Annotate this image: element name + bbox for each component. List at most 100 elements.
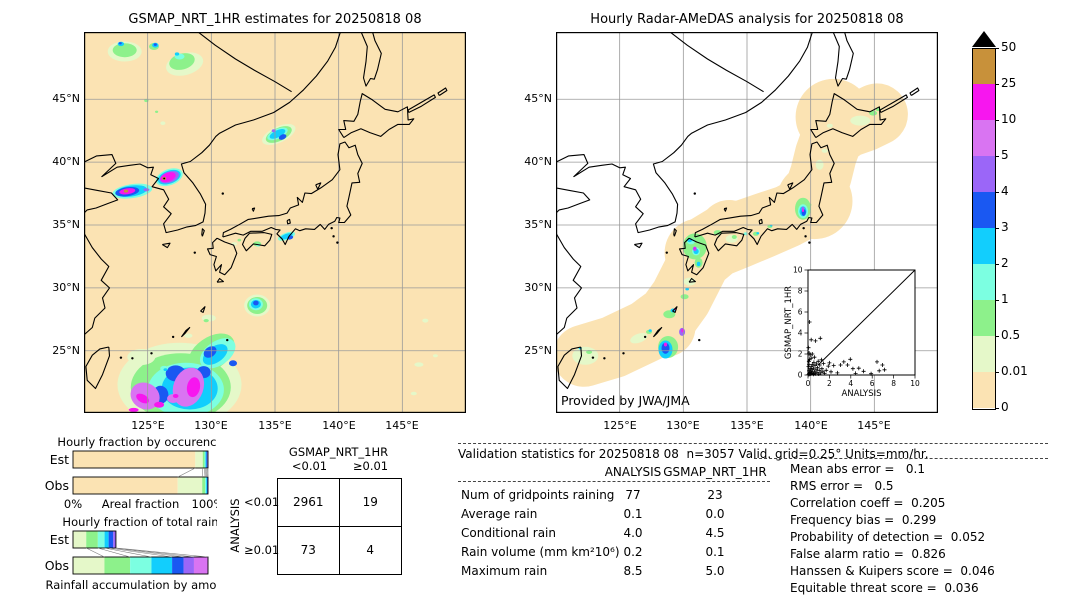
colorbar-tick-label: 25 xyxy=(1001,76,1017,90)
contingency-row-label: <0.01 xyxy=(244,495,280,509)
colorbar-tick xyxy=(995,335,999,337)
colorbar-tick xyxy=(995,263,999,265)
bar-row-label: Obs xyxy=(45,558,69,573)
lat-tick-label: 30°N xyxy=(524,281,552,294)
left-map-title: GSMAP_NRT_1HR estimates for 20250818 08 xyxy=(128,12,422,27)
colorbar-tick xyxy=(995,155,999,157)
divider xyxy=(458,443,1048,444)
contingency-cell: 4 xyxy=(366,543,375,558)
stat-value-gsmap: 0.1 xyxy=(705,545,725,559)
stat-value-analysis: 8.5 xyxy=(623,564,643,578)
stat-row-label: Maximum rain xyxy=(461,564,548,578)
colorbar-tick xyxy=(995,47,999,49)
stat-row-label: Conditional rain xyxy=(461,526,556,540)
contingency-cell: 2961 xyxy=(278,479,340,527)
bar-chart-title: Hourly fraction of total rain xyxy=(62,515,217,529)
precip-blobs xyxy=(572,107,881,365)
fraction-bar-charts: Hourly fraction by occurence Est Obs 0% Area… xyxy=(45,437,217,592)
right-map: Provided by JWA/JMA 00 2 2 4 4 6 6 8 8 10 10 ANALYSI… xyxy=(556,32,938,413)
svg-text:8: 8 xyxy=(891,379,896,388)
stat-row-label: Rain volume (mm km²10⁶) xyxy=(461,545,620,559)
lat-tick-label: 40°N xyxy=(52,155,80,168)
lat-tick-label: 35°N xyxy=(524,218,552,231)
lat-tick-label: 45°N xyxy=(52,92,80,105)
bar-row-label: Est xyxy=(50,452,69,467)
colorbar-tick-label: 0.01 xyxy=(1001,364,1028,378)
colorbar-tick-label: 3 xyxy=(1001,220,1009,234)
right-map-title: Hourly Radar-AMeDAS analysis for 2025081… xyxy=(590,12,904,27)
scatter-points xyxy=(806,320,887,377)
svg-text:10: 10 xyxy=(910,379,920,388)
stat-value-gsmap: 4.5 xyxy=(705,526,725,540)
colorbar-tick xyxy=(995,371,999,373)
lon-tick-label: 135°E xyxy=(730,419,764,432)
skill-score-line: RMS error = 0.5 xyxy=(790,479,894,493)
colorbar-tick-label: 4 xyxy=(1001,184,1009,198)
colorbar-tick xyxy=(995,83,999,85)
svg-text:0: 0 xyxy=(806,379,811,388)
contingency-col-label: <0.01 xyxy=(291,459,328,473)
coastlines xyxy=(556,32,920,390)
lon-tick-label: 130°E xyxy=(666,419,700,432)
colorbar-tick xyxy=(995,119,999,121)
colorbar-tick xyxy=(995,227,999,229)
left-map xyxy=(84,32,466,413)
scatter-inset: 00 2 2 4 4 6 6 8 8 10 10 ANALYSIS GSMAP_NRT_1HR xyxy=(784,266,920,399)
stat-value-analysis: 0.2 xyxy=(623,545,643,559)
skill-score-line: False alarm ratio = 0.826 xyxy=(790,547,946,561)
lat-tick-label: 40°N xyxy=(524,155,552,168)
svg-text:6: 6 xyxy=(798,308,803,317)
lon-tick-label: 145°E xyxy=(857,419,891,432)
contingency-row-group: ANALYSIS xyxy=(228,498,242,553)
column-header-gsmap: GSMAP_NRT_1HR xyxy=(663,465,767,479)
skill-score-line: Hanssen & Kuipers score = 0.046 xyxy=(790,564,995,578)
bar-chart-title: Hourly fraction by occurence xyxy=(57,437,217,449)
colorbar-tick-label: 10 xyxy=(1001,112,1017,126)
gridlines xyxy=(84,32,466,413)
lat-tick-label: 35°N xyxy=(52,218,80,231)
lon-tick-label: 145°E xyxy=(385,419,419,432)
colorbar-overflow-triangle xyxy=(972,31,996,47)
lat-tick-label: 45°N xyxy=(524,92,552,105)
lat-tick-label: 25°N xyxy=(52,344,80,357)
colorbar-frame xyxy=(972,48,996,410)
lat-tick-label: 25°N xyxy=(524,344,552,357)
map-frame xyxy=(84,32,466,413)
stat-value-analysis: 77 xyxy=(625,488,641,502)
lon-tick-label: 125°E xyxy=(131,419,165,432)
lon-tick-label: 135°E xyxy=(258,419,292,432)
colorbar-tick xyxy=(995,191,999,193)
skill-score-line: Correlation coeff = 0.205 xyxy=(790,496,946,510)
validation-title: Validation statistics for 20250818 08 n=… xyxy=(458,447,929,461)
provided-by-label: Provided by JWA/JMA xyxy=(561,393,690,408)
colorbar-tick-label: 2 xyxy=(1001,256,1009,270)
svg-text:2: 2 xyxy=(827,379,832,388)
lat-tick-label: 30°N xyxy=(52,281,80,294)
stat-value-gsmap: 23 xyxy=(707,488,723,502)
map-frame xyxy=(556,32,938,413)
contingency-row-label: ≥0.01 xyxy=(244,543,280,557)
stat-row-label: Num of gridpoints raining xyxy=(461,488,615,502)
stat-value-analysis: 4.0 xyxy=(623,526,643,540)
lon-tick-label: 140°E xyxy=(322,419,356,432)
stat-value-gsmap: 0.0 xyxy=(705,507,725,521)
lon-tick-label: 130°E xyxy=(194,419,228,432)
svg-text:10: 10 xyxy=(793,266,803,275)
contingency-col-group: GSMAP_NRT_1HR xyxy=(288,445,389,459)
skill-score-line: Mean abs error = 0.1 xyxy=(790,462,925,476)
svg-text:0: 0 xyxy=(798,371,803,380)
stat-row-label: Average rain xyxy=(461,507,538,521)
skill-score-line: Probability of detection = 0.052 xyxy=(790,530,986,544)
lon-tick-label: 140°E xyxy=(794,419,828,432)
bar-row-label: Obs xyxy=(45,478,69,493)
divider xyxy=(754,458,1048,459)
svg-text:Areal fraction: Areal fraction xyxy=(102,497,180,511)
stat-value-gsmap: 5.0 xyxy=(705,564,725,578)
contingency-table: 2961 19 73 4 xyxy=(277,478,402,575)
svg-text:2: 2 xyxy=(798,350,803,359)
divider xyxy=(458,481,770,482)
svg-text:Rainfall accumulation by amoun: Rainfall accumulation by amount xyxy=(46,578,217,592)
validation-statistics: Validation statistics for 20250818 08 n=… xyxy=(458,438,1050,610)
colorbar-tick-label: 5 xyxy=(1001,148,1009,162)
